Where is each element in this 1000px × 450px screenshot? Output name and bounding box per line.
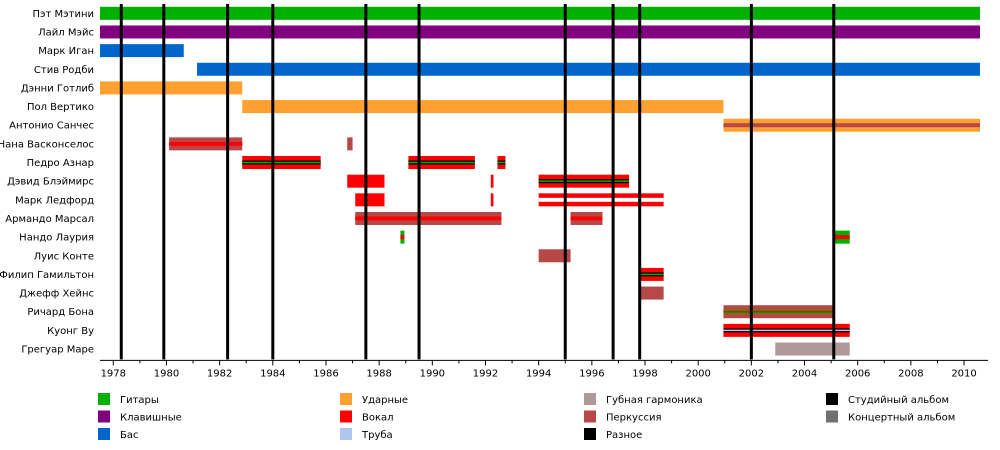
studio-album-lines xyxy=(119,4,836,360)
member-bar-inner-stripe xyxy=(723,329,850,332)
legend-swatch xyxy=(340,393,352,405)
x-tick-label: 1978 xyxy=(101,368,126,379)
member-label: Пол Вертико xyxy=(27,102,94,113)
x-tick-label: 1980 xyxy=(154,368,179,379)
legend-swatch xyxy=(98,410,110,423)
member-bar-stripe xyxy=(400,235,405,240)
member-label: Ричард Бона xyxy=(27,307,94,318)
member-bar-stripe xyxy=(355,216,502,221)
member-label: Нандо Лаурия xyxy=(19,233,94,244)
member-label: Стив Родби xyxy=(34,65,94,76)
legend-label: Перкуссия xyxy=(606,413,662,424)
member-bar xyxy=(100,81,243,95)
legend-swatch xyxy=(826,410,838,423)
member-bar-stripe xyxy=(723,123,980,128)
legend-swatch xyxy=(98,428,110,440)
x-tick-label: 1988 xyxy=(366,368,391,379)
member-label: Джефф Хейнс xyxy=(19,289,94,300)
legend-swatch xyxy=(98,393,110,405)
legend-label: Клавишные xyxy=(120,413,182,424)
legend-swatch xyxy=(826,393,838,405)
row-labels: Пэт Мэтини Лайл Мэйс Марк Иган Стив Родби Дэ… xyxy=(0,9,94,356)
legend-swatch xyxy=(584,428,596,440)
member-bar-inner-stripe xyxy=(639,273,664,276)
x-tick-label: 1998 xyxy=(632,368,657,379)
member-bar xyxy=(100,44,184,58)
legend-label: Концертный альбом xyxy=(848,413,955,424)
member-bar-inner-stripe xyxy=(538,180,630,182)
member-bar xyxy=(100,6,980,20)
member-label: Марк Иган xyxy=(38,46,94,57)
member-bar-stripe xyxy=(570,216,603,221)
member-label: Лайл Мэйс xyxy=(38,27,94,38)
member-bar xyxy=(355,193,385,207)
member-label: Дэвид Блэймирс xyxy=(7,177,94,188)
legend-label: Студийный альбом xyxy=(848,395,949,406)
x-tick-label: 1984 xyxy=(260,368,285,379)
member-label: Грегуар Маре xyxy=(21,345,94,356)
member-bar xyxy=(639,286,664,300)
member-bar xyxy=(490,193,494,207)
member-label: Марк Ледфорд xyxy=(15,195,94,206)
legend-label: Бас xyxy=(120,430,139,441)
x-axis: 1978 1980 1982 1984 1986 1988 1990 1992 1994 1996… xyxy=(100,359,988,379)
member-bar-inner-stripe xyxy=(723,310,834,313)
x-tick-label: 1992 xyxy=(473,368,498,379)
x-tick-label: 2008 xyxy=(898,368,923,379)
legend-label: Разное xyxy=(606,430,642,441)
legend: Гитары Клавишные Бас Ударные Вокал Труба Губна… xyxy=(98,393,955,441)
member-label: Нана Васконселос xyxy=(0,139,94,150)
member-label: Куонг Ву xyxy=(47,326,94,337)
x-tick-label: 2010 xyxy=(951,368,976,379)
legend-swatch xyxy=(340,428,352,440)
member-bar xyxy=(490,174,494,188)
member-label: Дэнни Готлиб xyxy=(21,83,94,94)
member-label: Филип Гамильтон xyxy=(0,270,94,281)
legend-label: Труба xyxy=(361,430,393,441)
member-bar-stripe xyxy=(169,141,243,146)
member-label: Армандо Марсал xyxy=(5,214,94,225)
member-label: Луис Конте xyxy=(34,251,94,262)
member-bar xyxy=(100,25,980,39)
legend-label: Губная гармоника xyxy=(606,395,703,406)
member-label: Пэт Мэтини xyxy=(33,9,95,20)
legend-swatch xyxy=(584,393,596,405)
x-tick-label: 1982 xyxy=(207,368,232,379)
x-tick-label: 2000 xyxy=(685,368,710,379)
x-tick-label: 1986 xyxy=(313,368,338,379)
member-bar-stripe xyxy=(833,235,850,240)
member-bar xyxy=(197,62,980,76)
legend-swatch xyxy=(340,410,352,423)
legend-label: Ударные xyxy=(362,395,408,406)
legend-label: Гитары xyxy=(120,395,159,406)
x-tick-label: 1994 xyxy=(526,368,551,379)
member-bar xyxy=(347,137,353,151)
x-tick-label: 1990 xyxy=(420,368,445,379)
member-bar-inner-stripe xyxy=(408,161,475,164)
x-tick-label: 2006 xyxy=(845,368,870,379)
bars-layer xyxy=(100,6,980,356)
x-tick-label: 1996 xyxy=(579,368,604,379)
member-label: Педро Aзнар xyxy=(27,158,94,169)
member-bar-inner-stripe xyxy=(242,161,321,164)
member-bar xyxy=(242,100,724,114)
member-bar xyxy=(538,249,571,263)
legend-label: Вокал xyxy=(362,413,394,424)
member-bar-inner-stripe xyxy=(497,161,506,164)
member-label: Антонио Санчес xyxy=(9,121,94,132)
x-tick-label: 2002 xyxy=(739,368,764,379)
x-tick-label: 2004 xyxy=(792,368,817,379)
member-bar-stripe xyxy=(538,197,664,202)
legend-swatch xyxy=(584,410,596,423)
member-bar xyxy=(775,342,850,356)
